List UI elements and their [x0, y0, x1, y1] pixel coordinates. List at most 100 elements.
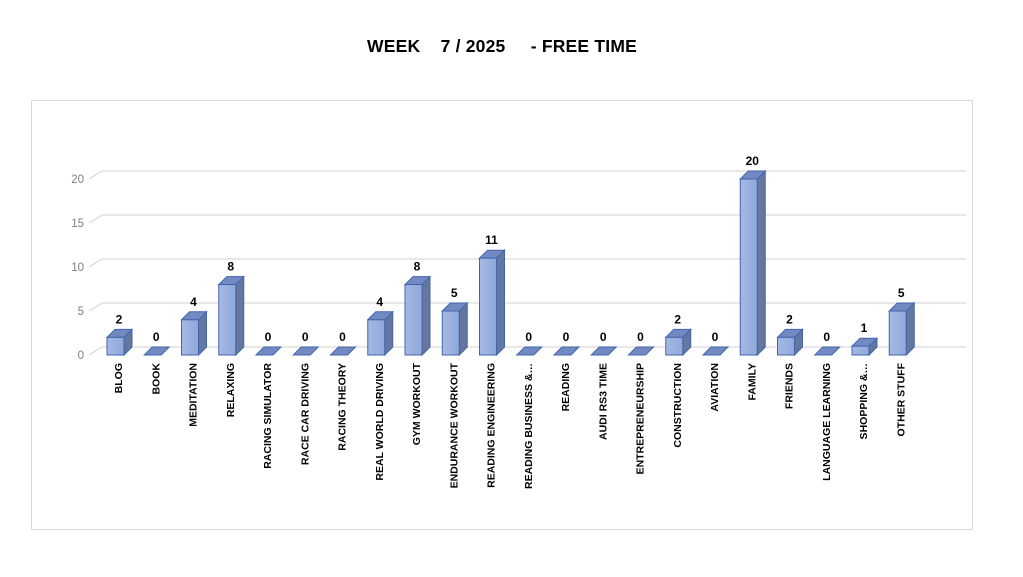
- category-label: ENTREPRENEURSHIP: [635, 363, 647, 474]
- bar-zero-slab: [329, 346, 357, 356]
- bar-zero-slab: [254, 346, 283, 356]
- y-tick-label: 5: [78, 306, 84, 318]
- category-label: REAL WORLD DRIVING: [374, 363, 386, 481]
- bar-relaxing: 8 RELAXING: [217, 260, 245, 417]
- category-label: AUDI RS3 TIME: [597, 363, 609, 440]
- bar-friends: 2 FRIENDS: [776, 312, 804, 409]
- category-label: SHOPPING &…: [858, 363, 870, 439]
- category-label: READING BUSINESS &…: [523, 363, 535, 489]
- bar-chart-3d: 051015202BLOG0BOOK4MEDITATION8RELAXING0R…: [71, 154, 966, 489]
- data-label: 0: [712, 330, 719, 344]
- category-label: OTHER STUFF: [895, 362, 907, 436]
- bar-front-face: [181, 319, 199, 356]
- category-label: BLOG: [113, 363, 125, 393]
- data-label: 11: [485, 233, 498, 247]
- bar-audi-rs3-time: 0 AUDI RS3 TIME: [590, 330, 618, 440]
- category-label: RACING SIMULATOR: [262, 363, 274, 469]
- bar-meditation: 4 MEDITATION: [180, 295, 208, 427]
- bar-front-face: [218, 284, 237, 356]
- data-label: 4: [376, 295, 383, 309]
- bar-aviation: 0 AVIATION: [701, 330, 730, 412]
- data-label: 0: [339, 330, 346, 344]
- y-tick-label: 10: [71, 262, 84, 274]
- gridline: [88, 170, 966, 180]
- bar-side-face: [905, 301, 915, 357]
- bar-zero-slab: [515, 346, 543, 356]
- bar-front-face: [665, 336, 684, 356]
- category-label: FRIENDS: [784, 363, 796, 409]
- y-tick-label: 20: [71, 174, 84, 186]
- bar-zero-slab: [143, 346, 171, 356]
- bar-reading-engineering: 11 READING ENGINEERING: [478, 233, 506, 488]
- category-label: MEDITATION: [188, 363, 200, 427]
- category-label: LANGUAGE LEARNING: [821, 363, 833, 481]
- data-label: 2: [674, 312, 681, 326]
- bars: 2 BLOG 0 BOOK 4 MEDITATION 8 RELAXING 0 RACING SI…: [105, 154, 916, 489]
- category-label: RELAXING: [225, 363, 237, 417]
- data-label: 0: [265, 330, 272, 344]
- bar-language-learning: 0 LANGUAGE LEARNING: [813, 330, 841, 481]
- category-label: ENDURANCE WORKOUT: [448, 362, 460, 488]
- category-label: BOOK: [150, 363, 162, 395]
- data-label: 0: [823, 330, 830, 344]
- category-label: READING ENGINEERING: [486, 363, 498, 488]
- data-label: 5: [451, 286, 458, 300]
- chart-area: 0 5 10 15 20 2 BLOG 0 BOOK 4 MEDITATION 8 RELAXING 0 R…: [31, 100, 973, 530]
- category-label: FAMILY: [746, 363, 758, 401]
- data-label: 0: [302, 330, 309, 344]
- bar-zero-slab: [701, 346, 730, 356]
- bar-zero-slab: [292, 346, 320, 356]
- bar-front-face: [106, 336, 125, 356]
- bar-side-face: [235, 275, 245, 357]
- data-label: 1: [861, 321, 868, 335]
- bar-front-face: [739, 178, 758, 356]
- gridline: [88, 258, 966, 268]
- data-label: 0: [637, 330, 644, 344]
- chart-title: WEEK 7 / 2025 - FREE TIME: [367, 36, 637, 56]
- bar-reading-business-: 0 READING BUSINESS &…: [515, 330, 543, 489]
- data-label: 0: [563, 330, 570, 344]
- data-label: 0: [153, 330, 160, 344]
- bar-real-world-driving: 4 REAL WORLD DRIVING: [366, 295, 394, 481]
- bar-front-face: [777, 336, 795, 356]
- bar-book: 0 BOOK: [143, 330, 171, 395]
- bar-race-car-driving: 0 RACE CAR DRIVING: [292, 330, 320, 465]
- bar-front-face: [404, 284, 423, 356]
- bar-racing-simulator: 0 RACING SIMULATOR: [254, 330, 283, 469]
- bar-gym-workout: 8 GYM WORKOUT: [403, 260, 432, 445]
- category-label: CONSTRUCTION: [672, 363, 684, 448]
- bar-racing-theory: 0 RACING THEORY: [329, 330, 357, 451]
- data-label: 5: [898, 286, 905, 300]
- data-label: 2: [786, 312, 793, 326]
- data-label: 2: [116, 312, 123, 326]
- data-label: 0: [600, 330, 607, 344]
- bar-side-face: [756, 169, 766, 357]
- bar-construction: 2 CONSTRUCTION: [664, 312, 692, 448]
- bar-zero-slab: [813, 346, 841, 356]
- category-label: RACING THEORY: [337, 363, 349, 451]
- bar-family: 20 FAMILY: [739, 154, 767, 401]
- bar-front-face: [479, 257, 497, 356]
- bar-side-face: [496, 248, 505, 357]
- bar-endurance-workout: 5 ENDURANCE WORKOUT: [441, 286, 469, 488]
- bar-entrepreneurship: 0 ENTREPRENEURSHIP: [627, 330, 655, 474]
- bar-side-face: [458, 301, 468, 357]
- y-tick-label: 0: [78, 350, 84, 362]
- bar-front-face: [367, 319, 386, 356]
- data-label: 8: [227, 260, 234, 274]
- bar-zero-slab: [627, 346, 655, 356]
- bar-front-face: [441, 310, 460, 356]
- bar-zero-slab: [552, 346, 581, 356]
- bar-blog: 2 BLOG: [105, 312, 134, 393]
- bar-front-face: [851, 345, 870, 356]
- bar-side-face: [421, 275, 431, 357]
- category-label: RACE CAR DRIVING: [299, 363, 311, 465]
- bar-reading: 0 READING: [552, 330, 581, 411]
- bar-zero-slab: [590, 346, 618, 356]
- bar-front-face: [888, 310, 907, 356]
- gridline: [88, 302, 966, 312]
- y-tick-label: 15: [71, 218, 84, 230]
- data-label: 8: [414, 260, 421, 274]
- category-label: GYM WORKOUT: [411, 362, 423, 445]
